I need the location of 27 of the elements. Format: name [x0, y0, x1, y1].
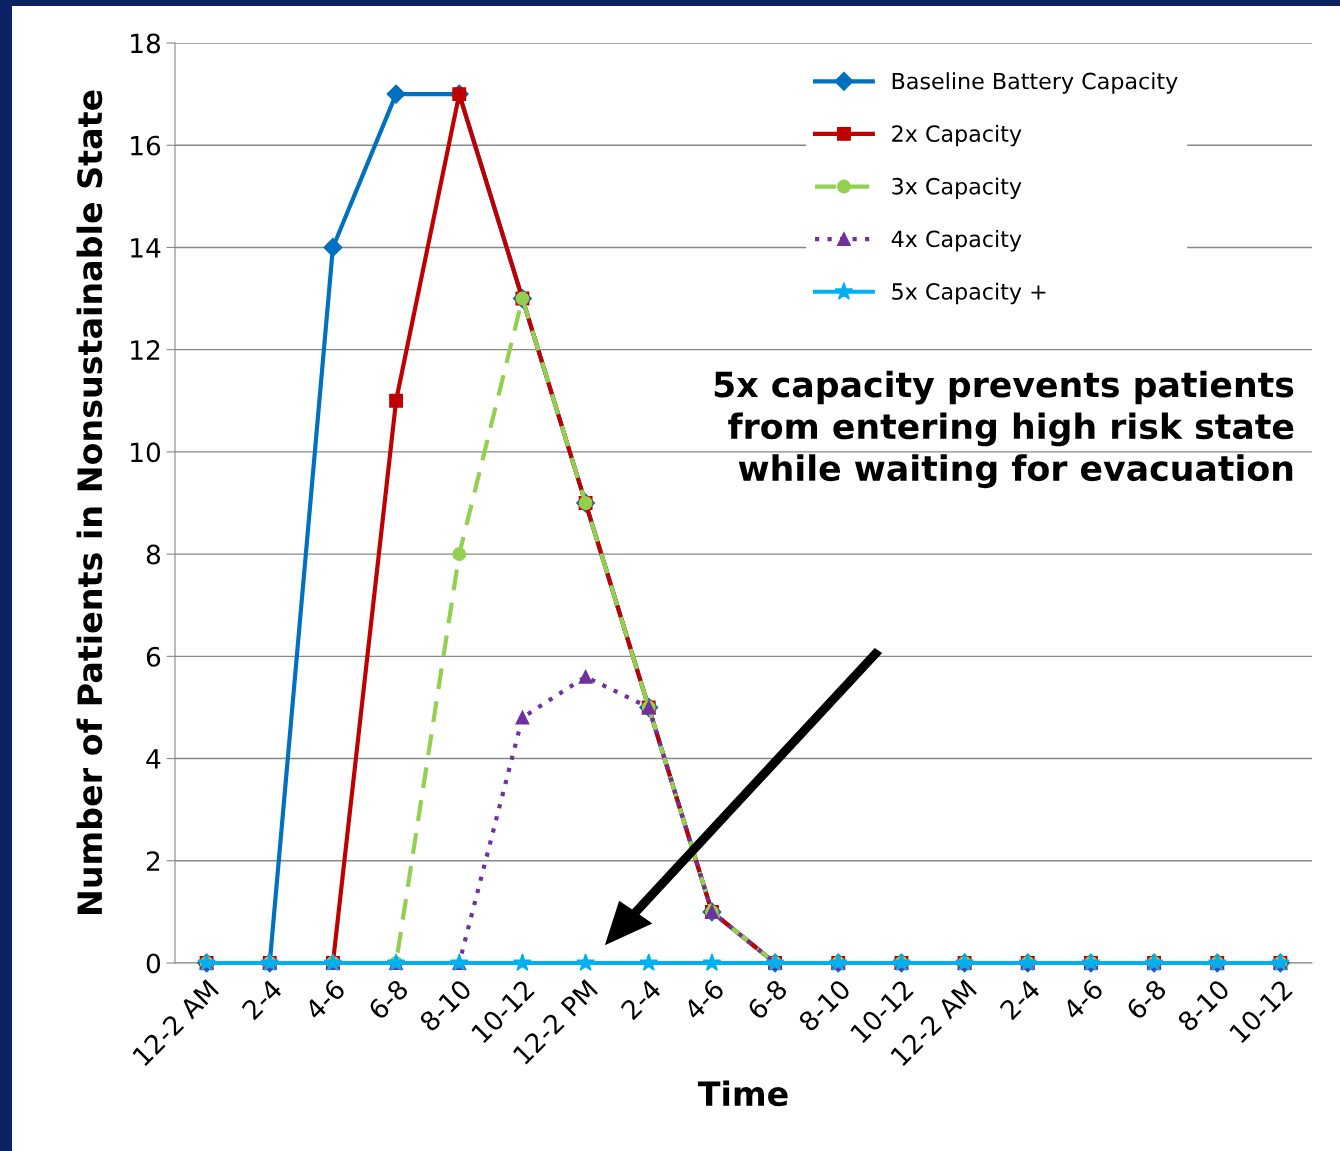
x-tick-label: 2-4: [619, 978, 662, 1021]
x-tick-label: 4-6: [1061, 978, 1105, 1021]
x-tick-label: 6-8: [746, 978, 789, 1021]
x-axis-title: Time: [697, 1080, 788, 1107]
x-tick-label: 6-8: [1125, 978, 1168, 1021]
y-axis-title: Number of Patients in Nonsustainable State: [76, 90, 103, 915]
y-tick-label: 18: [131, 33, 160, 54]
y-tick-label: 8: [146, 544, 160, 565]
y-tick-label: 16: [131, 135, 161, 156]
x-tick-label: 2-4: [240, 978, 283, 1021]
x-tick-label: 6-8: [367, 978, 410, 1021]
annotation: 5x capacity prevents patients from entering high risk state while waiting for evacuation: [714, 370, 1294, 489]
x-tick-label: 2-4: [998, 978, 1041, 1021]
x-tick-label: 4-6: [303, 978, 347, 1021]
y-tick-label: 6: [146, 646, 161, 667]
legend-label: Baseline Battery Capacity: [892, 72, 1178, 94]
y-tick-label: 10: [131, 442, 161, 463]
legend-label: 3x Capacity: [892, 177, 1022, 199]
legend-label: 4x Capacity: [891, 230, 1022, 252]
y-tick-label: 2: [146, 851, 160, 871]
legend-label: 5x Capacity +: [892, 282, 1046, 305]
x-tick-label: 4-6: [682, 978, 726, 1021]
y-tick-label: 0: [146, 953, 161, 974]
y-tick-label: 14: [131, 238, 161, 258]
y-tick-label: 4: [146, 749, 161, 769]
legend-label: 2x Capacity: [892, 124, 1022, 147]
y-tick-label: 12: [131, 340, 160, 360]
